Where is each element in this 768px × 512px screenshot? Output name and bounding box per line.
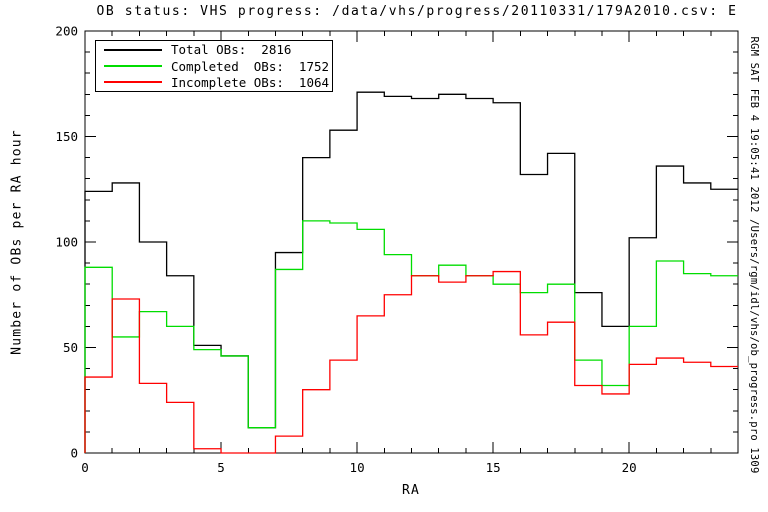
series-completed-obs bbox=[84, 220, 738, 453]
y-tick-label: 100 bbox=[55, 235, 78, 250]
x-tick-label: 5 bbox=[217, 460, 225, 475]
plot-box bbox=[84, 30, 739, 454]
y-axis-label: Number of OBs per RA hour bbox=[9, 129, 25, 355]
y-tick-label: 50 bbox=[63, 340, 78, 355]
legend-item-completed: Completed OBs: 1752 bbox=[96, 59, 332, 74]
legend-item-total: Total OBs: 2816 bbox=[96, 42, 332, 57]
series-incomplete-obs bbox=[84, 270, 738, 454]
incomplete-line-swatch-icon bbox=[104, 81, 162, 84]
x-tick-label: 20 bbox=[622, 460, 637, 475]
legend-item-incomplete: Incomplete OBs: 1064 bbox=[96, 75, 332, 90]
completed-line-swatch-icon bbox=[104, 65, 162, 67]
y-tick-label: 150 bbox=[55, 129, 78, 144]
chart-title: OB status: VHS progress: /data/vhs/progr… bbox=[96, 4, 738, 19]
y-tick-label: 0 bbox=[70, 446, 78, 461]
legend-label-incomplete: Incomplete OBs: 1064 bbox=[171, 74, 330, 90]
x-axis-label: RA bbox=[401, 483, 421, 498]
y-tick-label: 200 bbox=[55, 24, 78, 39]
x-tick-label: 15 bbox=[486, 460, 501, 475]
plot-provenance-annotation: RGM SAT FEB 4 19:05:41 2012 /Users/rgm/i… bbox=[748, 36, 760, 474]
x-tick-label: 0 bbox=[81, 460, 89, 475]
legend-label-completed: Completed OBs: 1752 bbox=[171, 58, 330, 74]
x-tick-label: 10 bbox=[350, 460, 365, 475]
legend-box: Total OBs: 2816 Completed OBs: 1752 Inco… bbox=[95, 40, 333, 92]
legend-label-total: Total OBs: 2816 bbox=[171, 42, 292, 58]
total-line-swatch-icon bbox=[104, 48, 162, 51]
